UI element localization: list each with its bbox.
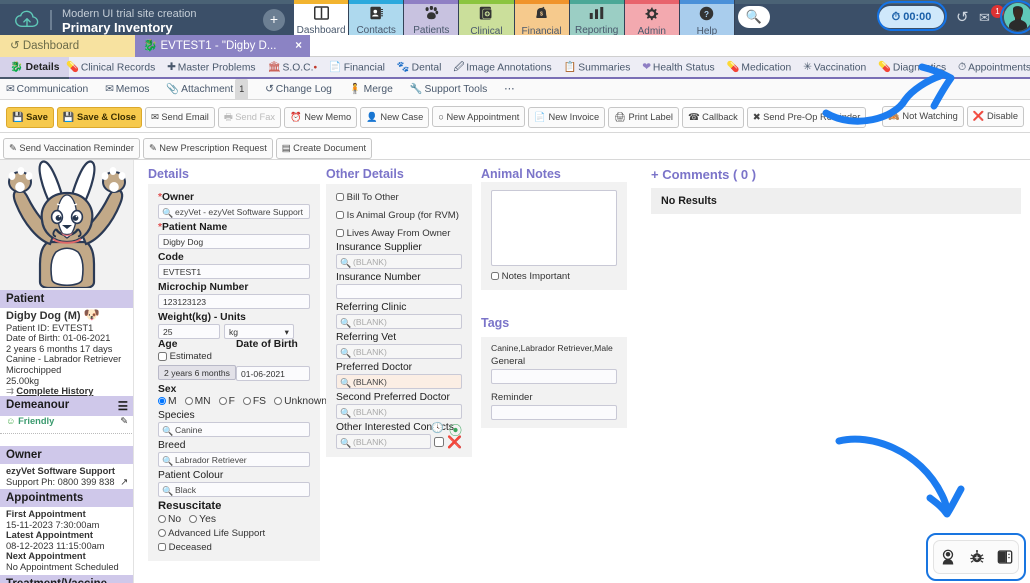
svg-text:?: ? xyxy=(704,10,709,19)
svg-text:$: $ xyxy=(540,11,543,17)
